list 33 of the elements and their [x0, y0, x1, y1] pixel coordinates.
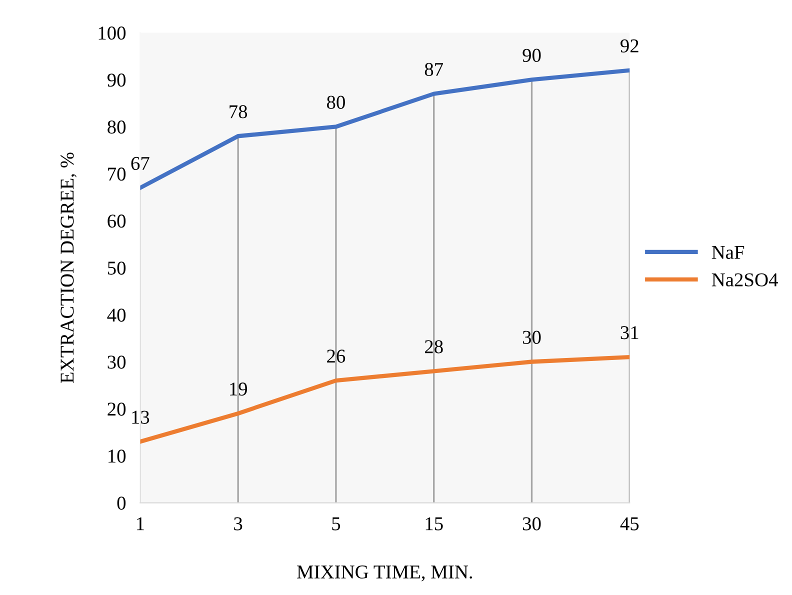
data-label: 31	[620, 326, 638, 340]
data-label: 13	[132, 410, 150, 424]
y-tick-label: 90	[107, 74, 126, 87]
x-tick-label: 15	[426, 517, 443, 530]
x-tick-label: 1	[137, 517, 144, 530]
data-label: 80	[326, 96, 345, 109]
y-tick-label: 100	[98, 26, 126, 40]
y-tick-label: 20	[108, 402, 126, 416]
data-label: 19	[230, 382, 247, 396]
data-label: 28	[424, 340, 443, 354]
y-axis-title: EXTRACTION DEGREE, %	[60, 152, 77, 384]
data-label: 67	[131, 156, 150, 170]
data-label: 87	[424, 62, 444, 76]
data-label: 30	[522, 330, 541, 344]
x-axis-title: MIXING TIME, MIN.	[297, 565, 472, 582]
x-tick-label: 30	[522, 517, 541, 530]
legend-label: NaF	[712, 246, 744, 259]
y-tick-label: 40	[107, 308, 126, 322]
y-tick-label: 70	[108, 168, 126, 181]
legend-label: Na2SO4	[712, 273, 778, 286]
x-tick-label: 3	[234, 517, 242, 530]
y-tick-label: 0	[117, 496, 126, 510]
data-label: 90	[522, 48, 541, 62]
data-label: 78	[230, 105, 248, 118]
y-tick-label: 30	[108, 356, 126, 369]
data-label: 26	[327, 350, 346, 363]
data-label: 92	[620, 39, 638, 52]
y-tick-label: 60	[108, 214, 126, 228]
y-tick-label: 10	[108, 450, 126, 463]
y-tick-label: 50	[108, 262, 126, 275]
x-tick-label: 5	[332, 517, 340, 530]
y-tick-label: 80	[108, 120, 126, 134]
x-tick-label: 45	[620, 517, 639, 530]
